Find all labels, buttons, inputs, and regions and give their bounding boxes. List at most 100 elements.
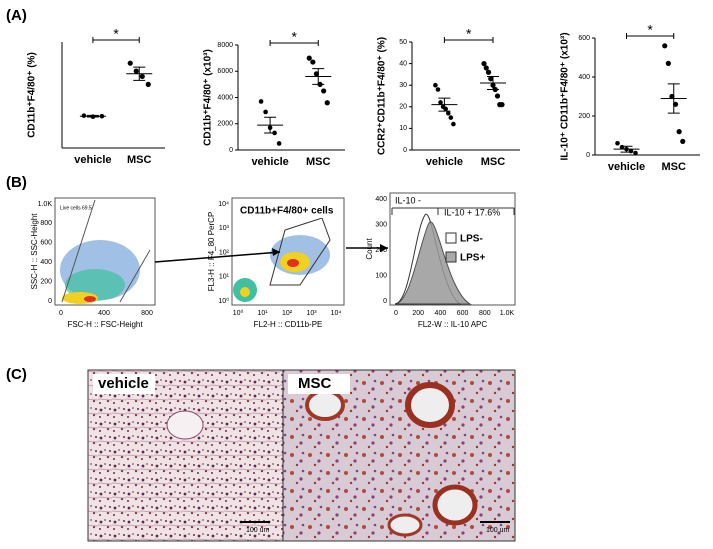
y-tick-label: 100 — [375, 272, 387, 279]
x-tick-label: 800 — [141, 310, 153, 317]
data-point — [485, 69, 492, 75]
y-tick-label: 1.0K — [38, 201, 53, 208]
data-point — [433, 82, 438, 88]
panel-label: (A) — [6, 7, 27, 24]
data-point — [133, 68, 139, 74]
data-point — [81, 113, 87, 118]
y-tick-label: 50 — [399, 39, 407, 46]
x-tick-label: 1.0K — [500, 310, 515, 317]
y-tick-label: 6000 — [217, 68, 233, 75]
x-tick-label: MSC — [662, 161, 687, 173]
data-point — [494, 93, 501, 99]
data-point — [665, 60, 671, 66]
y-tick-label: 200 — [375, 247, 387, 254]
x-tick-label: 0 — [394, 310, 398, 317]
y-tick-label: 2000 — [217, 121, 233, 128]
data-point — [258, 99, 264, 104]
significance-mark: * — [647, 22, 653, 38]
legend-label: LPS+ — [460, 253, 485, 264]
y-tick-label: 0 — [229, 147, 233, 154]
data-point — [451, 121, 456, 127]
y-axis-label: SSC-H :: SSC-Height — [30, 213, 39, 290]
data-point — [615, 141, 620, 146]
y-tick-label: 0 — [383, 298, 387, 305]
x-tick-label: vehicle — [251, 156, 288, 168]
panel-label: (C) — [6, 366, 27, 383]
data-point — [499, 102, 505, 108]
data-point — [310, 59, 316, 65]
data-point — [445, 110, 451, 116]
x-tick-label: vehicle — [74, 154, 111, 166]
density-plot — [54, 197, 156, 306]
x-tick-label: MSC — [127, 154, 152, 166]
panel-label: (B) — [6, 174, 27, 191]
tissue-feature — [166, 382, 478, 537]
significance-bar — [443, 37, 494, 43]
y-tick-label: 10⁰ — [218, 297, 229, 305]
x-tick-label: 400 — [435, 310, 447, 317]
label-box — [93, 374, 155, 394]
x-tick-label: vehicle — [608, 161, 645, 173]
y-axis-label: Count — [365, 238, 374, 260]
significance-mark: * — [466, 26, 472, 42]
y-tick-label: 10² — [219, 249, 230, 256]
error-bar — [667, 83, 680, 114]
y-axis-label: FL3-H :: F4_80 PerCP — [207, 212, 216, 292]
significance-bar — [92, 37, 140, 43]
y-tick-label: 10³ — [219, 225, 230, 232]
data-point — [488, 76, 494, 82]
y-tick-label: 300 — [375, 221, 387, 228]
data-point — [481, 61, 487, 67]
x-tick-label: 800 — [479, 310, 491, 317]
gate-label: CD11b+F4/80+ cells — [240, 206, 334, 217]
x-tick-label: 10⁰ — [233, 309, 244, 317]
x-axis-label: FL2-H :: CD11b-PE — [254, 320, 323, 329]
y-tick-label: 0 — [48, 298, 52, 305]
significance-bar — [626, 33, 675, 39]
y-tick-label: 30 — [399, 82, 407, 89]
data-point — [676, 129, 682, 135]
y-tick-label: 10¹ — [219, 274, 230, 281]
label-box — [236, 203, 340, 218]
data-point — [263, 109, 268, 115]
legend-label: LPS- — [460, 234, 483, 245]
image-label: vehicle — [98, 375, 149, 392]
y-tick-label: 8000 — [217, 42, 233, 49]
x-tick-label: 400 — [98, 310, 110, 317]
y-tick-label: 10⁴ — [218, 201, 229, 208]
y-tick-label: 10 — [399, 125, 407, 132]
y-tick-label: 400 — [578, 74, 590, 81]
x-tick-label: MSC — [481, 156, 506, 168]
gate-label: IL-10 + 17.6% — [444, 207, 500, 217]
data-point — [483, 65, 489, 71]
x-axis-label: FSC-H :: FSC-Height — [67, 320, 143, 329]
y-tick-label: 20 — [399, 104, 407, 111]
y-tick-label: 400 — [40, 259, 52, 266]
x-tick-label: 10³ — [306, 310, 317, 317]
x-axis-label: FL2-W :: IL-10 APC — [418, 320, 488, 329]
scale-label: 100 um — [486, 527, 510, 534]
data-point — [276, 141, 282, 146]
data-point — [324, 100, 330, 106]
error-bar — [620, 145, 633, 153]
x-tick-label: vehicle — [426, 156, 463, 168]
y-tick-label: 200 — [578, 113, 590, 120]
error-bar — [487, 76, 499, 91]
label-box — [288, 374, 350, 394]
x-tick-label: 10² — [282, 310, 293, 317]
y-axis-label: CD11b⁺F4/80⁺ (%) — [27, 52, 38, 138]
x-tick-label: 10⁴ — [331, 310, 342, 317]
x-tick-label: MSC — [306, 156, 331, 168]
data-point — [139, 73, 145, 80]
error-bar — [133, 66, 146, 81]
y-tick-label: 200 — [40, 278, 52, 285]
error-bar — [264, 116, 277, 134]
y-tick-label: 40 — [399, 60, 407, 67]
y-tick-label: 0 — [586, 152, 590, 159]
data-point — [633, 150, 638, 156]
y-tick-label: 4000 — [217, 94, 233, 101]
error-bar — [312, 68, 325, 85]
error-bar — [86, 114, 99, 118]
significance-bar — [269, 40, 319, 46]
x-tick-label: 600 — [457, 310, 469, 317]
